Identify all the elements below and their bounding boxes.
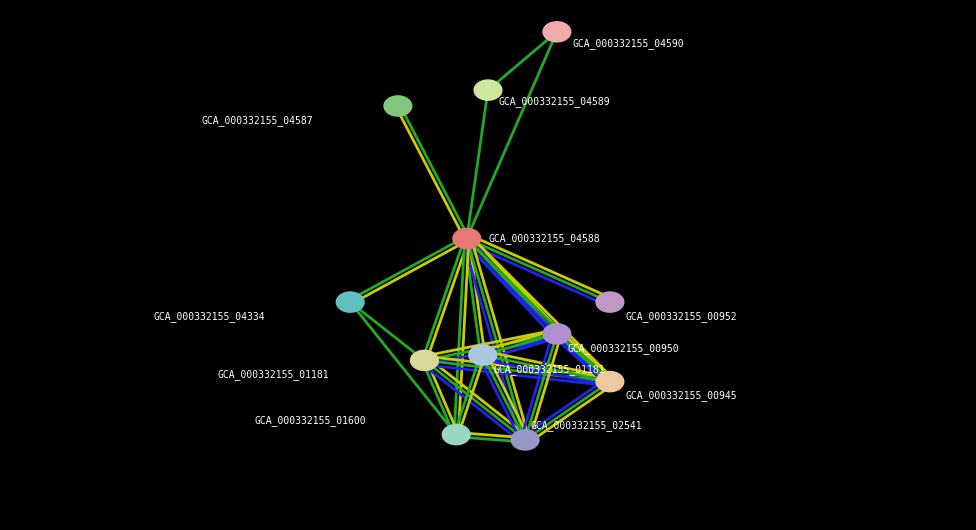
Text: GCA_000332155_04587: GCA_000332155_04587	[201, 115, 313, 126]
Text: GCA_000332155_04589: GCA_000332155_04589	[499, 96, 610, 107]
Ellipse shape	[410, 350, 439, 371]
Ellipse shape	[543, 323, 572, 344]
Ellipse shape	[468, 344, 498, 366]
Text: GCA_000332155_02541: GCA_000332155_02541	[530, 420, 642, 431]
Ellipse shape	[473, 80, 503, 101]
Text: GCA_000332155_04588: GCA_000332155_04588	[488, 233, 599, 244]
Text: GCA_000332155_00950: GCA_000332155_00950	[567, 343, 679, 354]
Text: GCA_000332155_01181: GCA_000332155_01181	[218, 369, 329, 380]
Text: GCA_000332155_04590: GCA_000332155_04590	[573, 38, 684, 49]
Text: GCA_000332155_00952: GCA_000332155_00952	[626, 311, 738, 322]
Ellipse shape	[452, 228, 481, 249]
Text: GCA_000332155_00945: GCA_000332155_00945	[626, 391, 738, 401]
Ellipse shape	[336, 292, 365, 313]
Text: GCA_000332155_01600: GCA_000332155_01600	[255, 415, 366, 426]
Text: GCA_000332155_01181: GCA_000332155_01181	[493, 364, 605, 375]
Ellipse shape	[441, 424, 470, 445]
Ellipse shape	[595, 371, 625, 392]
Ellipse shape	[595, 292, 625, 313]
Ellipse shape	[510, 429, 540, 450]
Ellipse shape	[543, 21, 572, 42]
Text: GCA_000332155_04334: GCA_000332155_04334	[154, 311, 265, 322]
Ellipse shape	[384, 95, 413, 117]
